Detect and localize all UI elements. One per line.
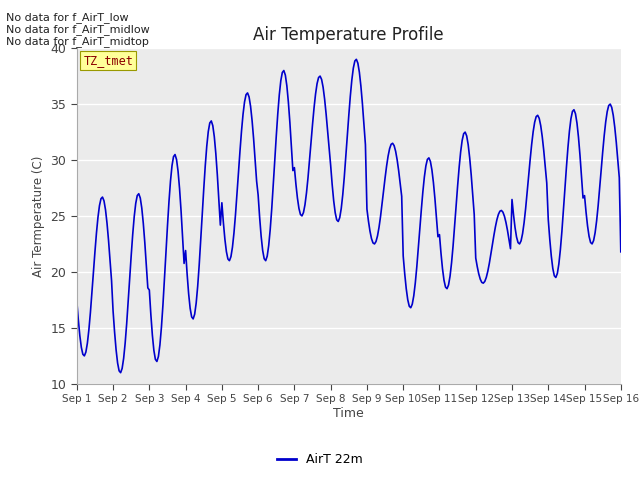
- Text: No data for f_AirT_midtop: No data for f_AirT_midtop: [6, 36, 149, 47]
- Y-axis label: Air Termperature (C): Air Termperature (C): [32, 156, 45, 276]
- X-axis label: Time: Time: [333, 407, 364, 420]
- Text: No data for f_AirT_midlow: No data for f_AirT_midlow: [6, 24, 150, 35]
- Legend: AirT 22m: AirT 22m: [272, 448, 368, 471]
- Text: TZ_tmet: TZ_tmet: [83, 54, 133, 67]
- Text: No data for f_AirT_low: No data for f_AirT_low: [6, 12, 129, 23]
- Title: Air Temperature Profile: Air Temperature Profile: [253, 25, 444, 44]
